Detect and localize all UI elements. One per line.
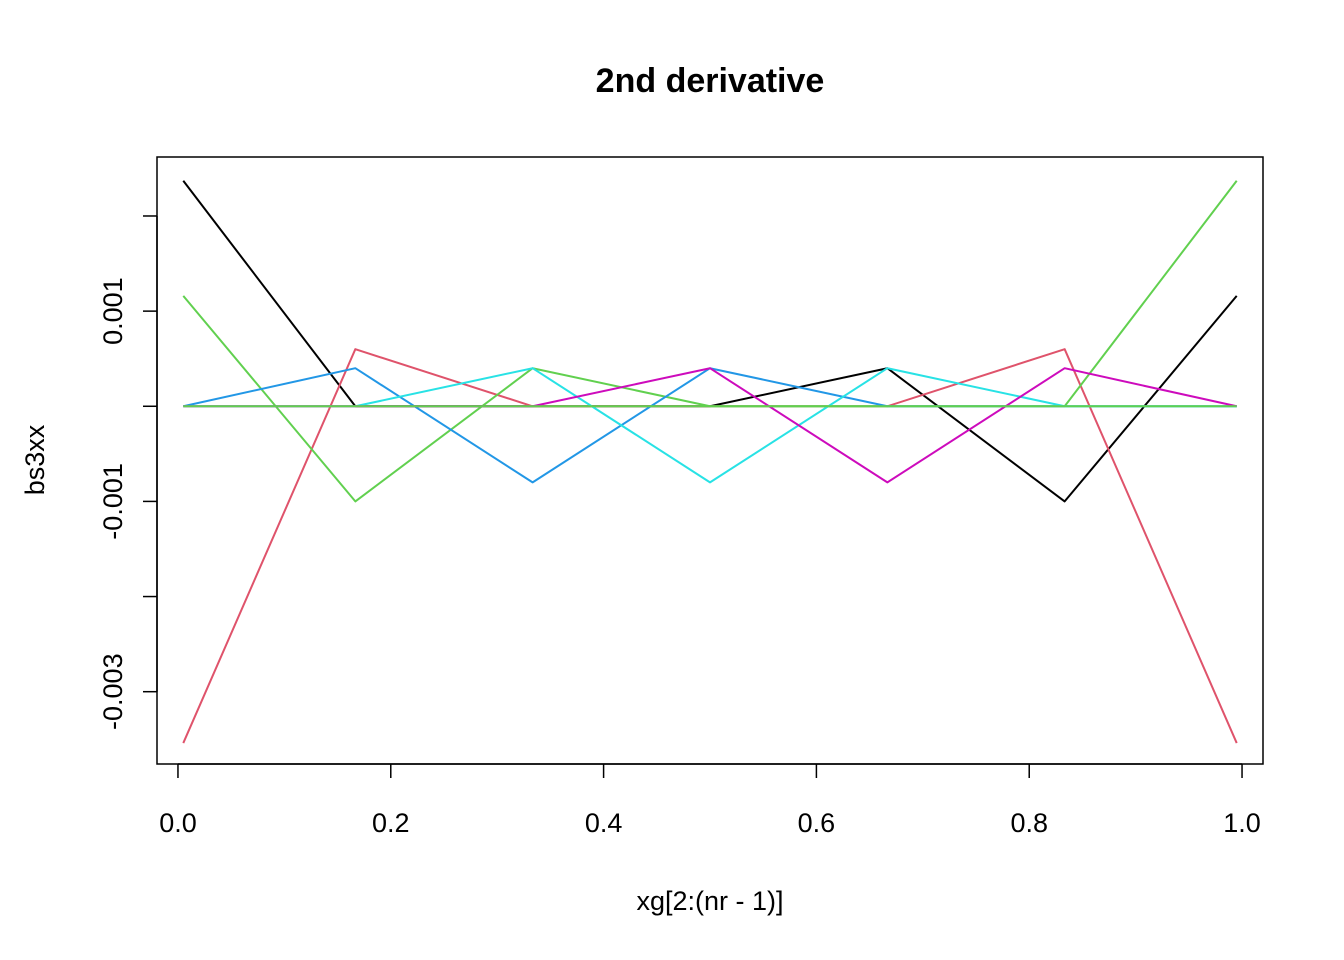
x-tick-label: 0.2 — [372, 808, 410, 838]
series-line-1 — [182, 180, 1238, 503]
y-tick-label: -0.001 — [98, 463, 128, 540]
x-tick-label: 0.8 — [1010, 808, 1048, 838]
series-layer — [182, 180, 1238, 744]
x-tick-label: 0.0 — [159, 808, 197, 838]
y-axis-label: bs3xx — [20, 424, 50, 495]
x-tick-label: 0.6 — [798, 808, 836, 838]
series-line-2 — [182, 348, 1238, 744]
x-tick-label: 0.4 — [585, 808, 623, 838]
series-line-4 — [183, 367, 1237, 484]
y-tick-label: -0.003 — [98, 653, 128, 730]
x-axis-label: xg[2:(nr - 1)] — [636, 886, 783, 916]
chart-title: 2nd derivative — [596, 62, 825, 100]
y-axis: -0.003 -0.001 0.001 — [98, 215, 158, 730]
y-tick-label: 0.001 — [98, 277, 128, 345]
series-line-5 — [183, 367, 1237, 484]
series-line-3 — [182, 180, 1238, 503]
x-axis: 0.0 0.2 0.4 0.6 0.8 1.0 — [159, 763, 1261, 838]
series-line-6 — [183, 367, 1237, 484]
plot-frame — [156, 156, 1264, 765]
x-tick-label: 1.0 — [1223, 808, 1261, 838]
